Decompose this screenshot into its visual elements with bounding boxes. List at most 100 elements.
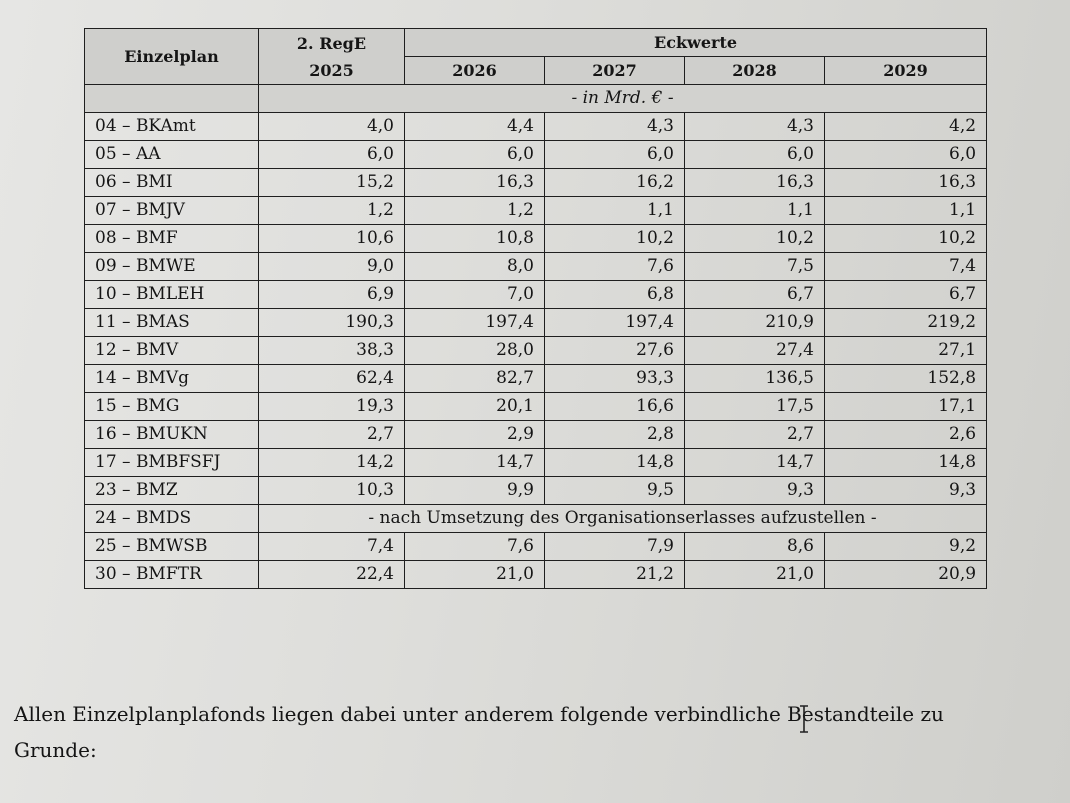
table-row: 07 – BMJV 1,2 1,2 1,1 1,1 1,1 [84,196,988,225]
table-row: 10 – BMLEH 6,9 7,0 6,8 6,7 6,7 [84,280,988,309]
value-cell: 1,1 [684,196,825,225]
einzelplan-name-cell: 04 – BKAmt [84,112,259,141]
text-cursor-icon [797,704,811,734]
value-cell: 152,8 [823,364,988,393]
einzelplan-name-cell: 06 – BMI [84,168,259,197]
value-cell: 4,4 [404,112,545,141]
unit-row-blank [84,84,259,113]
value-cell: 190,3 [258,308,405,337]
value-cell: 9,5 [544,476,685,505]
value-cell: 7,5 [684,252,825,281]
value-cell: 6,7 [823,280,988,309]
value-cell: 93,3 [544,364,685,393]
value-cell: 2,6 [823,420,988,449]
value-cell: 6,0 [404,140,545,169]
note-cell: - nach Umsetzung des Organisationserlass… [257,504,988,533]
einzelplan-name-cell: 05 – AA [84,140,259,169]
einzelplan-name-cell: 30 – BMFTR [84,560,259,589]
table-row: 24 – BMDS - nach Umsetzung des Organisati… [84,504,988,533]
table-row: 11 – BMAS 190,3 197,4 197,4 210,9 219,2 [84,308,988,337]
header-einzelplan: Einzelplan [84,28,259,85]
table-row: 16 – BMUKN 2,7 2,9 2,8 2,7 2,6 [84,420,988,449]
value-cell: 6,7 [684,280,825,309]
value-cell: 20,1 [404,392,545,421]
value-cell: 9,2 [823,532,988,561]
value-cell: 16,3 [684,168,825,197]
value-cell: 28,0 [404,336,545,365]
value-cell: 197,4 [404,308,545,337]
value-cell: 14,8 [544,448,685,477]
value-cell: 14,7 [404,448,545,477]
value-cell: 4,0 [258,112,405,141]
value-cell: 27,4 [684,336,825,365]
value-cell: 2,7 [684,420,825,449]
budget-table-container: Einzelplan 2. RegE 2025 Eckwerte 2026 20… [84,28,988,589]
value-cell: 17,1 [823,392,988,421]
value-cell: 16,2 [544,168,685,197]
einzelplan-name-cell: 15 – BMG [84,392,259,421]
einzelplan-name-cell: 17 – BMBFSFJ [84,448,259,477]
table-row: 14 – BMVg 62,4 82,7 93,3 136,5 152,8 [84,364,988,393]
value-cell: 10,8 [404,224,545,253]
value-cell: 82,7 [404,364,545,393]
value-cell: 14,7 [684,448,825,477]
value-cell: 14,8 [823,448,988,477]
value-cell: 16,3 [404,168,545,197]
budget-table: Einzelplan 2. RegE 2025 Eckwerte 2026 20… [84,28,988,589]
value-cell: 7,4 [258,532,405,561]
body-text-line: Allen Einzelplanplafonds liegen dabei un… [14,702,944,726]
einzelplan-name-cell: 08 – BMF [84,224,259,253]
header-year: 2026 [404,56,545,85]
body-text-line: Grunde: [14,738,97,762]
value-cell: 9,3 [684,476,825,505]
value-cell: 6,9 [258,280,405,309]
table-row: 05 – AA 6,0 6,0 6,0 6,0 6,0 [84,140,988,169]
value-cell: 6,0 [684,140,825,169]
value-cell: 27,6 [544,336,685,365]
value-cell: 6,0 [823,140,988,169]
einzelplan-name-cell: 23 – BMZ [84,476,259,505]
header-rege-line2: 2025 [309,60,354,80]
value-cell: 1,1 [823,196,988,225]
value-cell: 7,6 [404,532,545,561]
value-cell: 21,0 [404,560,545,589]
header-row-1: Einzelplan 2. RegE 2025 Eckwerte [84,28,988,85]
header-rege-2025: 2. RegE 2025 [258,28,405,85]
value-cell: 7,0 [404,280,545,309]
value-cell: 6,0 [544,140,685,169]
table-body: 04 – BKAmt 4,0 4,4 4,3 4,3 4,2 05 – AA 6,0 6,0 6,… [84,112,988,589]
table-row: 23 – BMZ 10,3 9,9 9,5 9,3 9,3 [84,476,988,505]
value-cell: 1,1 [544,196,685,225]
value-cell: 17,5 [684,392,825,421]
value-cell: 10,2 [544,224,685,253]
value-cell: 6,8 [544,280,685,309]
header-year: 2027 [544,56,685,85]
value-cell: 7,4 [823,252,988,281]
table-row: 08 – BMF 10,6 10,8 10,2 10,2 10,2 [84,224,988,253]
header-row-years: 2026 2027 2028 2029 [85,56,988,85]
value-cell: 21,0 [684,560,825,589]
value-cell: 8,6 [684,532,825,561]
value-cell: 15,2 [258,168,405,197]
value-cell: 136,5 [684,364,825,393]
value-cell: 20,9 [823,560,988,589]
einzelplan-name-cell: 25 – BMWSB [84,532,259,561]
value-cell: 9,3 [823,476,988,505]
value-cell: 4,3 [544,112,685,141]
einzelplan-name-cell: 10 – BMLEH [84,280,259,309]
value-cell: 210,9 [684,308,825,337]
value-cell: 2,7 [258,420,405,449]
header-rege-line1: 2. RegE [296,33,367,53]
value-cell: 1,2 [258,196,405,225]
value-cell: 8,0 [404,252,545,281]
value-cell: 38,3 [258,336,405,365]
table-row: 09 – BMWE 9,0 8,0 7,6 7,5 7,4 [84,252,988,281]
table-row: 17 – BMBFSFJ 14,2 14,7 14,8 14,7 14,8 [84,448,988,477]
einzelplan-name-cell: 12 – BMV [84,336,259,365]
value-cell: 14,2 [258,448,405,477]
value-cell: 2,9 [404,420,545,449]
value-cell: 10,2 [684,224,825,253]
value-cell: 10,6 [258,224,405,253]
value-cell: 16,3 [823,168,988,197]
